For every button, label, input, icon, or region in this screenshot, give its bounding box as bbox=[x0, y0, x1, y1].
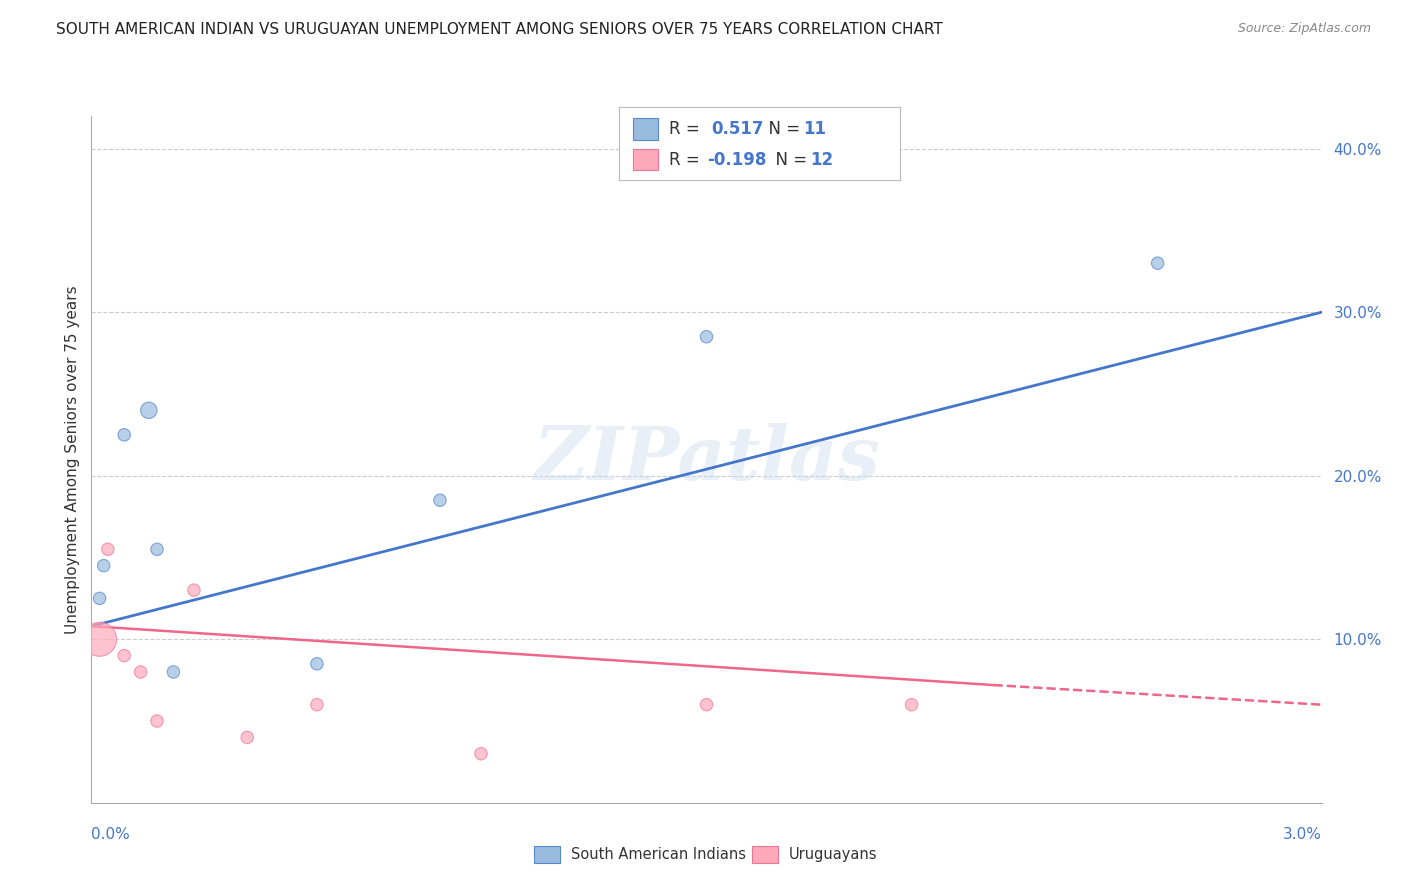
Text: N =: N = bbox=[758, 120, 806, 138]
Point bbox=[112, 428, 135, 442]
Point bbox=[146, 714, 169, 728]
Text: 3.0%: 3.0% bbox=[1282, 827, 1322, 841]
Text: R =: R = bbox=[669, 151, 706, 169]
Point bbox=[89, 591, 111, 606]
Point bbox=[900, 698, 922, 712]
Text: 0.517: 0.517 bbox=[711, 120, 763, 138]
Point bbox=[162, 665, 184, 679]
Point bbox=[89, 632, 111, 647]
Point bbox=[138, 403, 160, 417]
Point bbox=[429, 493, 451, 508]
Text: Source: ZipAtlas.com: Source: ZipAtlas.com bbox=[1237, 22, 1371, 36]
Text: R =: R = bbox=[669, 120, 706, 138]
Point bbox=[695, 330, 717, 344]
Text: N =: N = bbox=[765, 151, 813, 169]
Y-axis label: Unemployment Among Seniors over 75 years: Unemployment Among Seniors over 75 years bbox=[65, 285, 80, 633]
Text: 11: 11 bbox=[803, 120, 825, 138]
Text: ZIPatlas: ZIPatlas bbox=[533, 423, 880, 496]
Point bbox=[305, 657, 328, 671]
Point bbox=[183, 583, 205, 598]
Point bbox=[146, 542, 169, 557]
Text: Uruguayans: Uruguayans bbox=[789, 847, 877, 862]
Point bbox=[305, 698, 328, 712]
Text: 12: 12 bbox=[810, 151, 832, 169]
Point bbox=[236, 731, 259, 745]
Point bbox=[1146, 256, 1168, 270]
Point bbox=[112, 648, 135, 663]
Point bbox=[129, 665, 152, 679]
Point bbox=[695, 698, 717, 712]
Text: SOUTH AMERICAN INDIAN VS URUGUAYAN UNEMPLOYMENT AMONG SENIORS OVER 75 YEARS CORR: SOUTH AMERICAN INDIAN VS URUGUAYAN UNEMP… bbox=[56, 22, 943, 37]
Text: South American Indians: South American Indians bbox=[571, 847, 745, 862]
Text: 0.0%: 0.0% bbox=[91, 827, 131, 841]
Text: -0.198: -0.198 bbox=[707, 151, 766, 169]
Point bbox=[97, 542, 120, 557]
Point bbox=[470, 747, 492, 761]
Point bbox=[93, 558, 115, 573]
